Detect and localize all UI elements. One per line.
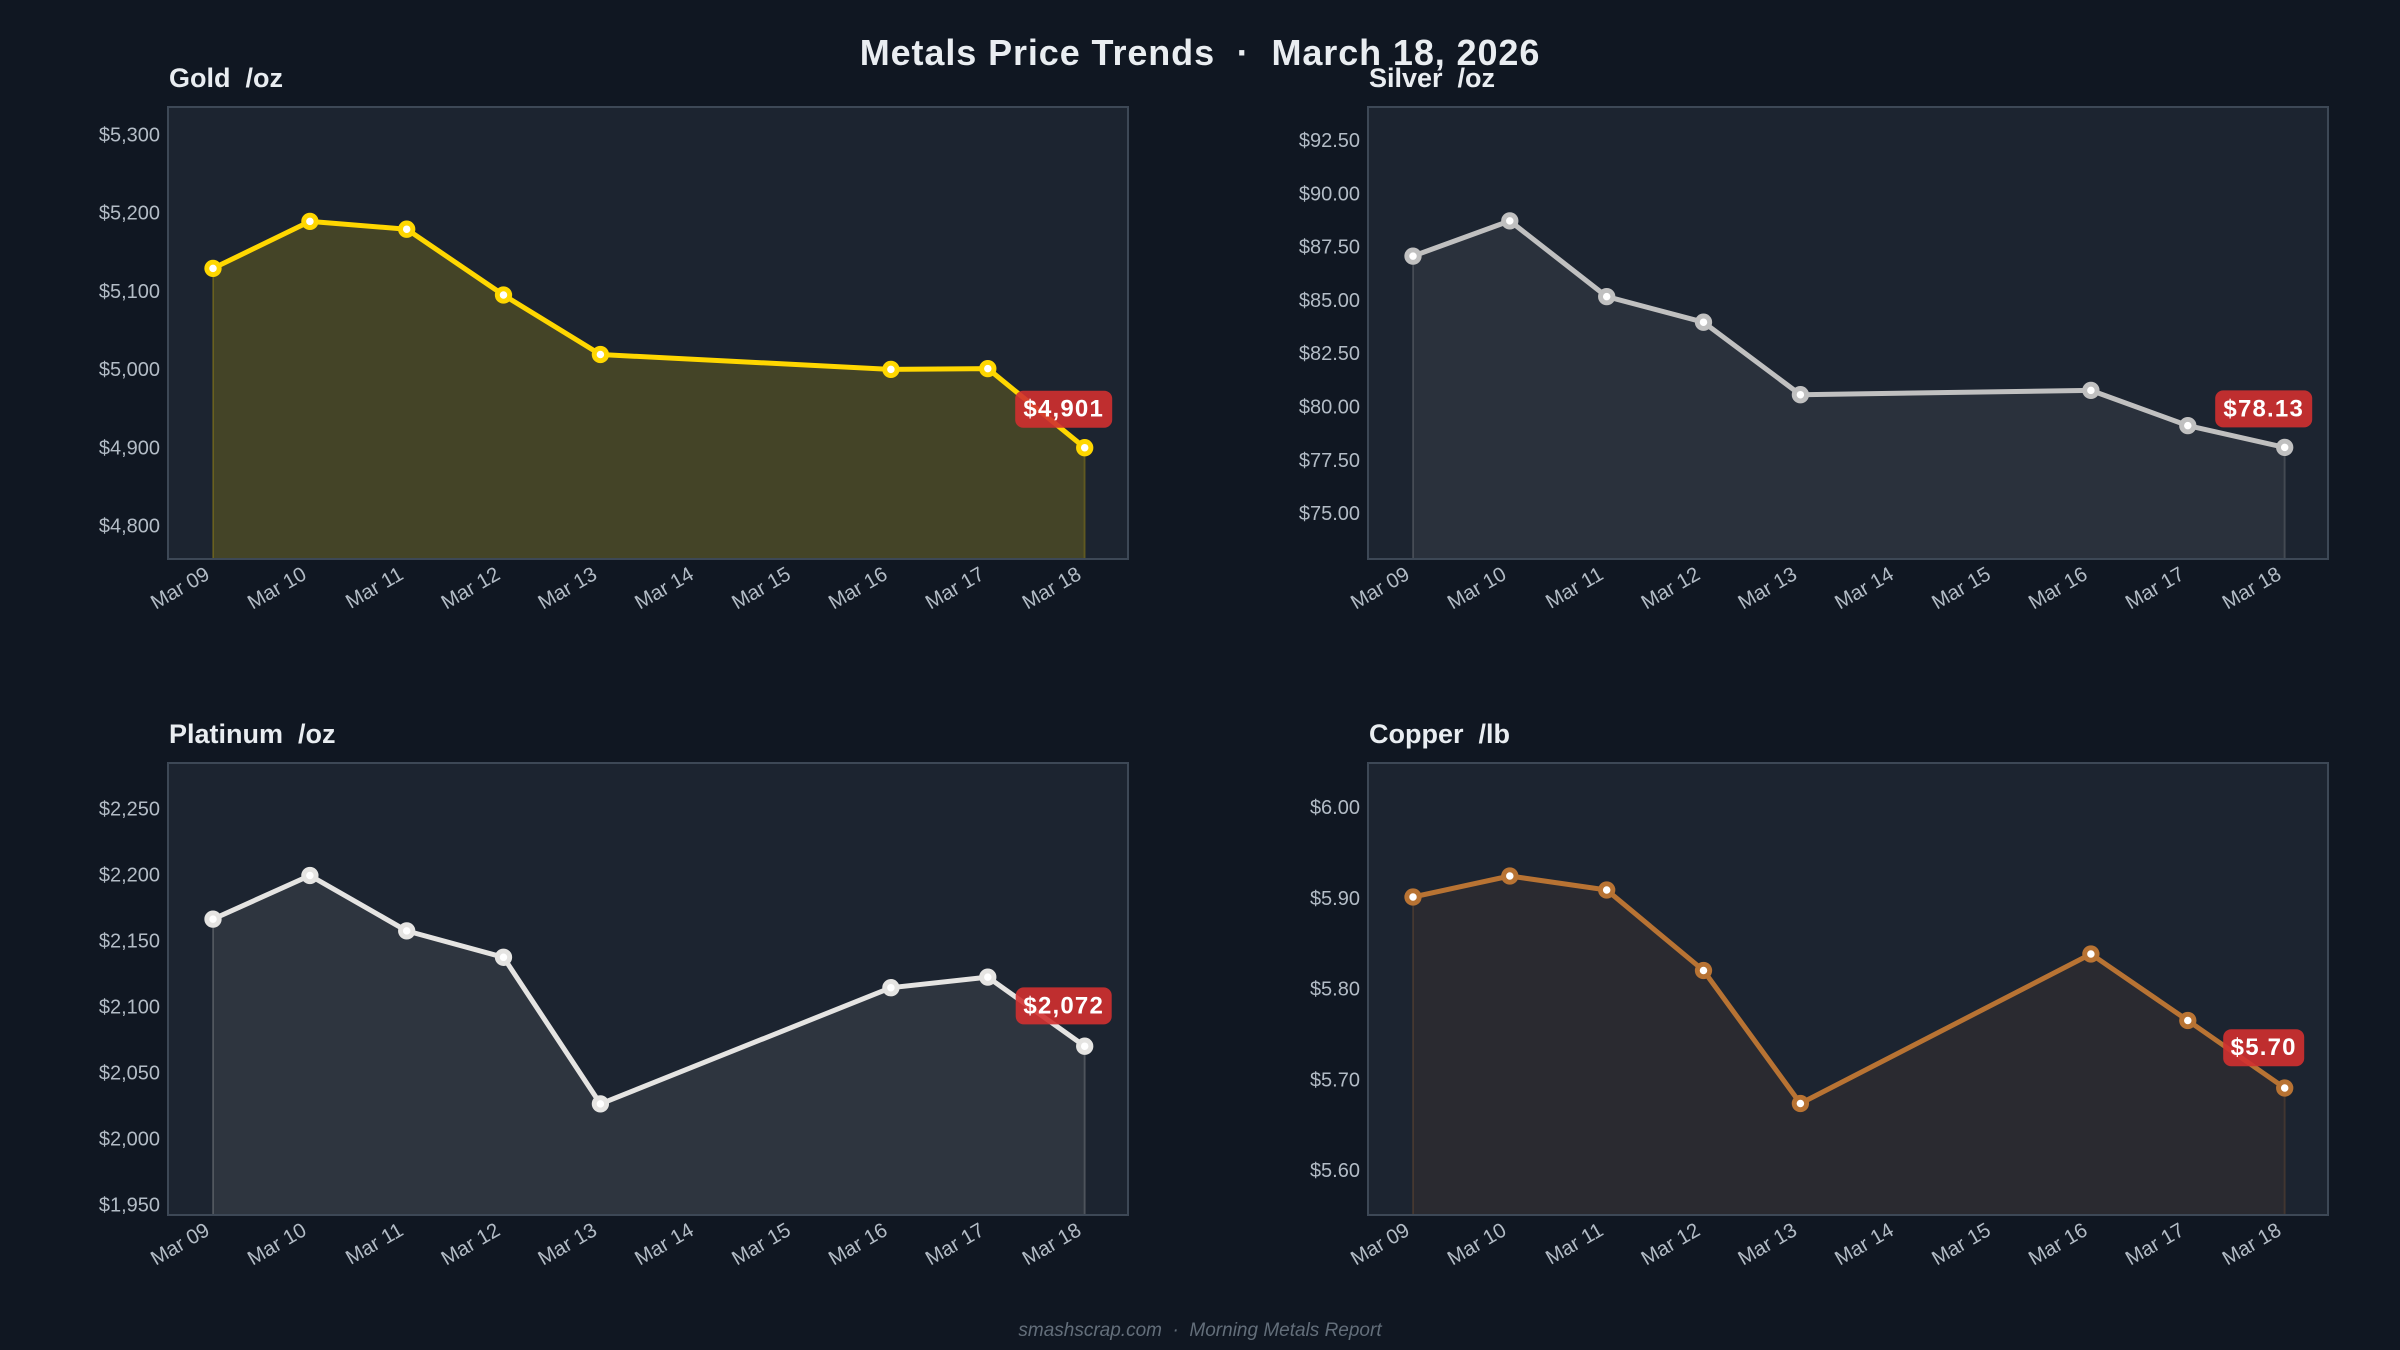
- svg-text:$5,300: $5,300: [99, 124, 160, 146]
- svg-text:$1,950: $1,950: [99, 1195, 160, 1217]
- svg-text:$5.90: $5.90: [1310, 888, 1360, 910]
- svg-text:$2,200: $2,200: [99, 865, 160, 887]
- svg-text:$5,000: $5,000: [99, 359, 160, 381]
- svg-text:$85.00: $85.00: [1299, 290, 1360, 312]
- svg-text:$5,200: $5,200: [99, 203, 160, 225]
- svg-text:$77.50: $77.50: [1299, 450, 1360, 472]
- svg-text:$2,072: $2,072: [1023, 992, 1104, 1019]
- svg-text:$2,000: $2,000: [99, 1129, 160, 1151]
- svg-text:$80.00: $80.00: [1299, 397, 1360, 419]
- svg-text:$4,800: $4,800: [99, 516, 160, 538]
- svg-text:$2,050: $2,050: [99, 1063, 160, 1085]
- svg-text:$90.00: $90.00: [1299, 183, 1360, 205]
- svg-text:$2,100: $2,100: [99, 997, 160, 1019]
- svg-text:smashscrap.com · Morning Met: smashscrap.com · Morning Metals Report: [1018, 1320, 1382, 1341]
- svg-text:Gold /oz: Gold /oz: [169, 63, 283, 93]
- svg-text:$92.50: $92.50: [1299, 130, 1360, 152]
- svg-text:Copper /lb: Copper /lb: [1369, 719, 1510, 749]
- svg-text:Metals Price Trends · March: Metals Price Trends · March 18, 2026: [860, 32, 1541, 73]
- svg-text:$75.00: $75.00: [1299, 503, 1360, 525]
- svg-text:$4,901: $4,901: [1023, 396, 1104, 423]
- svg-text:$82.50: $82.50: [1299, 343, 1360, 365]
- svg-text:$78.13: $78.13: [2223, 395, 2304, 422]
- svg-text:$5.80: $5.80: [1310, 979, 1360, 1001]
- svg-text:Platinum /oz: Platinum /oz: [169, 719, 336, 749]
- svg-text:$5,100: $5,100: [99, 281, 160, 303]
- svg-text:$6.00: $6.00: [1310, 797, 1360, 819]
- svg-text:$4,900: $4,900: [99, 437, 160, 459]
- svg-text:$87.50: $87.50: [1299, 237, 1360, 259]
- svg-text:$2,150: $2,150: [99, 931, 160, 953]
- svg-text:Silver /oz: Silver /oz: [1369, 63, 1495, 93]
- svg-text:$5.70: $5.70: [1310, 1069, 1360, 1091]
- svg-text:$2,250: $2,250: [99, 799, 160, 821]
- svg-text:$5.60: $5.60: [1310, 1160, 1360, 1182]
- svg-text:$5.70: $5.70: [2231, 1034, 2297, 1061]
